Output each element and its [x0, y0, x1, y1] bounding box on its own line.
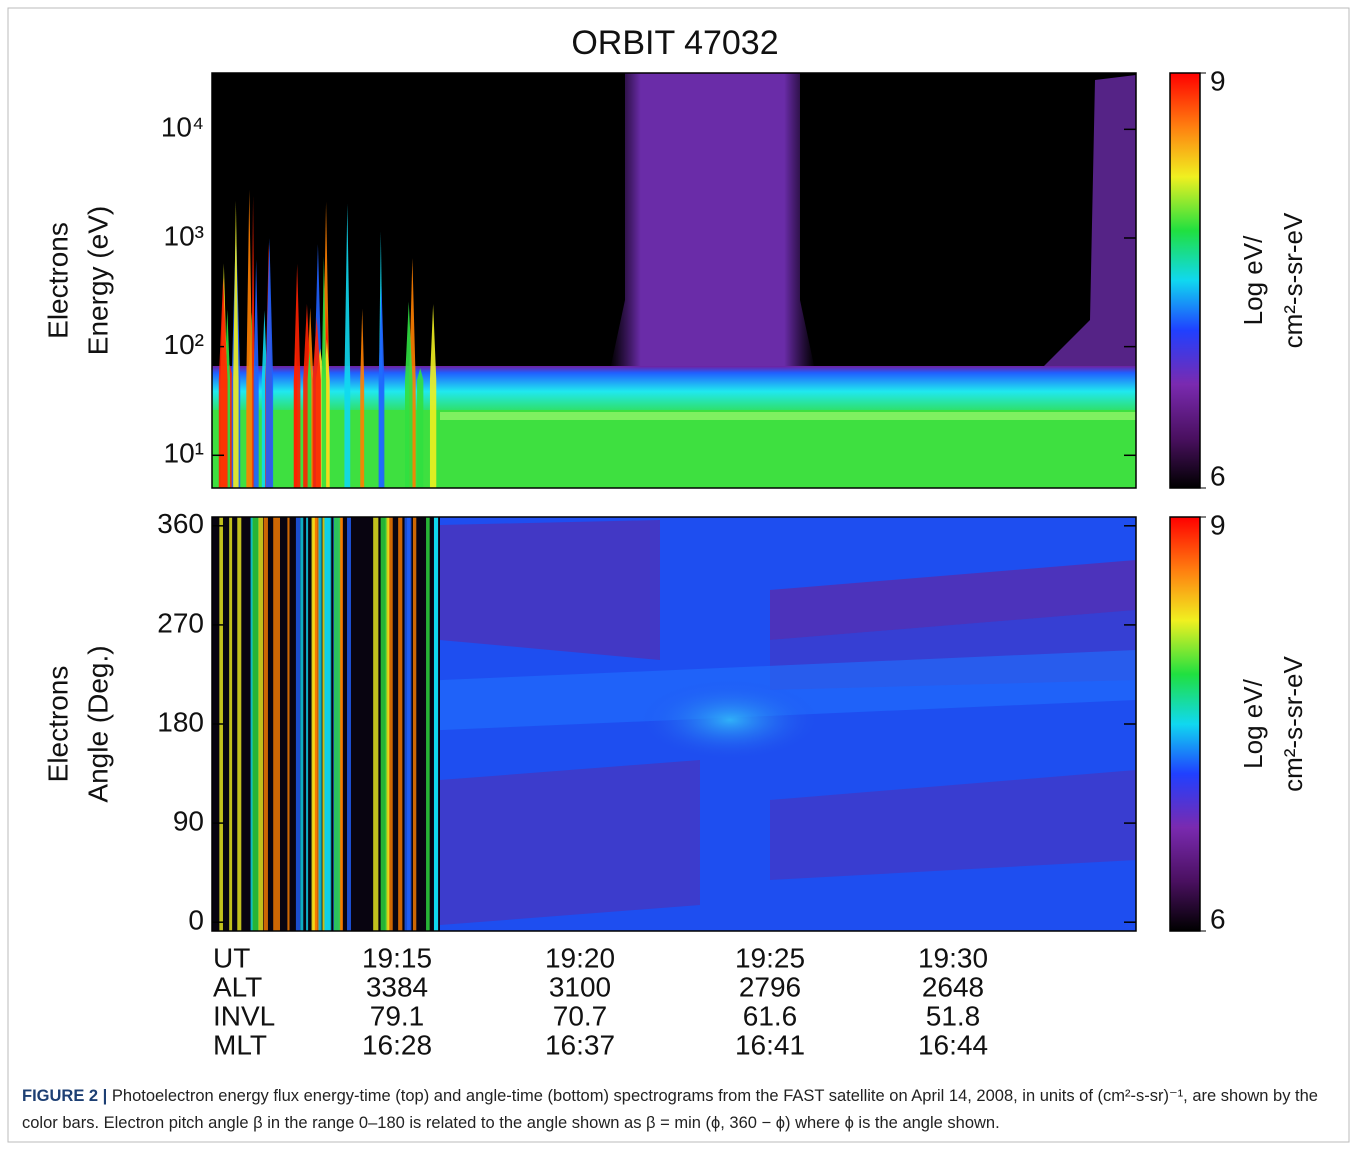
y-axis-label: Electrons — [42, 222, 73, 339]
stripe — [434, 517, 438, 931]
time-value: 51.8 — [926, 1000, 981, 1031]
spike — [312, 317, 321, 488]
colorbar — [1169, 72, 1201, 489]
spike — [307, 350, 312, 488]
stripe — [340, 517, 343, 931]
stripe — [258, 517, 264, 931]
plot-frame — [211, 72, 1137, 489]
chart-title: ORBIT 47032 — [571, 24, 778, 62]
y-tick-label: 90 — [173, 805, 204, 836]
caption-text: Photoelectron energy flux energy-time (t… — [22, 1087, 1318, 1132]
y-axis-label: Energy (eV) — [82, 206, 113, 355]
time-value: 16:41 — [735, 1029, 805, 1060]
stripe — [387, 517, 393, 931]
stripe — [426, 517, 430, 931]
stripe — [312, 517, 320, 931]
caption: FIGURE 2 | Photoelectron energy flux ene… — [22, 1083, 1337, 1137]
time-value: 19:20 — [545, 942, 615, 973]
stripe — [318, 517, 322, 931]
stripe — [324, 517, 330, 931]
time-row-label: UT — [213, 942, 250, 973]
spectrogram-angle — [212, 517, 1136, 931]
caption-label: FIGURE 2 | — [22, 1087, 108, 1105]
spectrogram-energy — [212, 73, 1136, 489]
time-value: 70.7 — [553, 1000, 608, 1031]
spike — [378, 285, 385, 488]
time-row-label: INVL — [213, 1000, 275, 1031]
spike — [360, 308, 365, 488]
stripe — [373, 517, 379, 931]
y-tick-label: 10¹ — [164, 438, 204, 469]
spike — [246, 189, 253, 489]
stripe — [273, 517, 280, 931]
spike — [233, 200, 239, 488]
colorbar-tick-label: 6 — [1210, 903, 1226, 934]
stripe — [322, 517, 325, 931]
time-value: 19:30 — [918, 942, 988, 973]
y-tick-label: 180 — [157, 706, 204, 737]
colorbar-tick-label: 9 — [1210, 509, 1226, 540]
time-value: 16:44 — [918, 1029, 988, 1060]
spike — [293, 347, 298, 488]
stripe — [237, 517, 242, 931]
spike — [405, 301, 413, 488]
y-tick-label: 10³ — [164, 220, 204, 251]
colorbar — [1169, 516, 1201, 932]
y-axis-label: Angle (Deg.) — [82, 645, 113, 802]
y-axis-label: Electrons — [42, 666, 73, 783]
time-value: 2648 — [922, 971, 984, 1002]
spike — [417, 368, 424, 488]
stripe — [250, 517, 253, 931]
time-row-label: ALT — [213, 971, 262, 1002]
stripe — [412, 517, 417, 931]
stripe — [347, 517, 351, 931]
stripe — [407, 517, 411, 931]
time-value: 19:15 — [362, 942, 432, 973]
colorbar-label: Log eV/ — [1238, 678, 1268, 768]
stripe — [229, 517, 233, 931]
stripe — [300, 517, 304, 931]
stripe — [385, 517, 390, 931]
colorbar-tick-label: 9 — [1210, 65, 1226, 96]
time-value: 16:28 — [362, 1029, 432, 1060]
y-tick-label: 360 — [157, 508, 204, 539]
spike — [265, 238, 274, 488]
colorbar-tick-label: 6 — [1210, 460, 1226, 491]
y-tick-label: 10⁴ — [161, 112, 204, 143]
figure-frame — [7, 7, 1350, 1143]
colorbar-label: Log eV/ — [1238, 235, 1268, 325]
stripe — [398, 517, 403, 931]
stripe — [311, 517, 315, 931]
stripe — [306, 517, 309, 931]
colorbar-label: cm²-s-sr-eV — [1278, 655, 1308, 791]
time-value: 3100 — [549, 971, 611, 1002]
spike — [253, 259, 259, 488]
stripe — [380, 517, 387, 931]
stripe — [287, 517, 290, 931]
time-row-label: MLT — [213, 1029, 267, 1060]
stripe — [251, 517, 259, 931]
y-tick-label: 10² — [164, 329, 204, 360]
stripe — [295, 517, 301, 931]
y-tick-label: 0 — [188, 905, 204, 936]
stripe — [263, 517, 268, 931]
time-value: 3384 — [366, 971, 428, 1002]
spike — [344, 203, 351, 489]
time-value: 2796 — [739, 971, 801, 1002]
time-value: 61.6 — [743, 1000, 798, 1031]
time-value: 79.1 — [370, 1000, 425, 1031]
colorbar-label: cm²-s-sr-eV — [1278, 212, 1308, 348]
spike — [429, 303, 437, 488]
y-tick-label: 270 — [157, 607, 204, 638]
spike — [321, 256, 327, 488]
time-value: 16:37 — [545, 1029, 615, 1060]
spike — [218, 277, 228, 488]
time-value: 19:25 — [735, 942, 805, 973]
stripe — [333, 517, 341, 931]
